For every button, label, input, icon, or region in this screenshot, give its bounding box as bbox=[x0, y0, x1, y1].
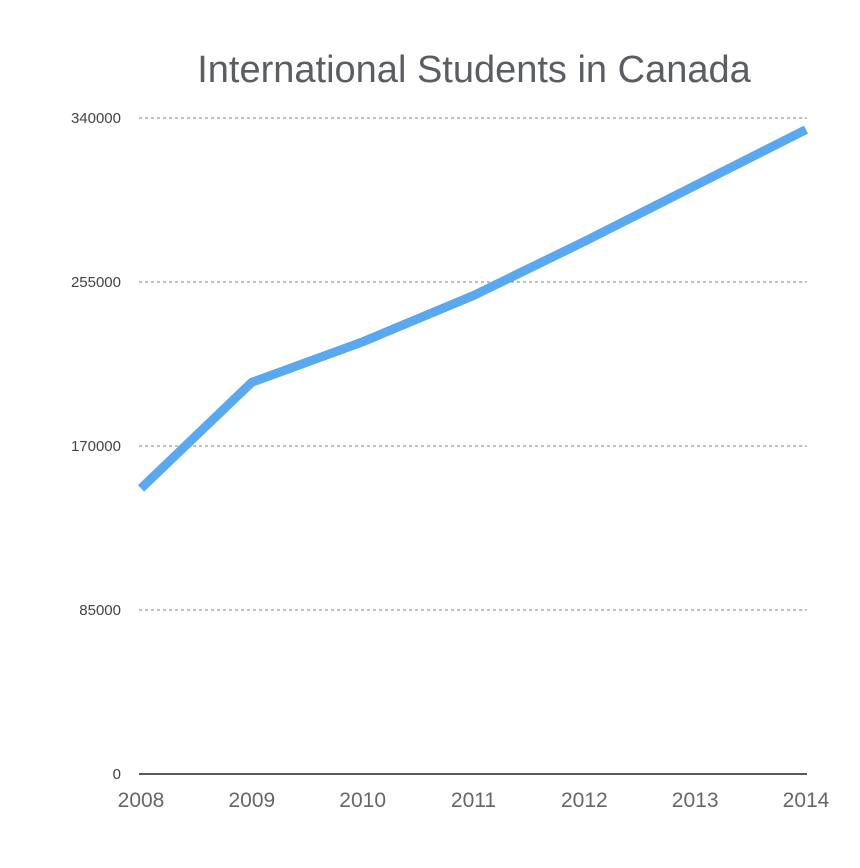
y-tick-label: 170000 bbox=[71, 438, 121, 455]
y-axis-tick-labels: 0 85000 170000 255000 340000 bbox=[71, 110, 121, 783]
x-tick-label: 2009 bbox=[228, 789, 275, 812]
x-tick-label: 2008 bbox=[118, 789, 165, 812]
series-lines bbox=[137, 125, 809, 492]
y-tick-label: 340000 bbox=[71, 110, 121, 127]
x-axis-tick-labels: 2008 2009 2010 2011 2012 2013 2014 bbox=[118, 789, 830, 812]
x-tick-label: 2013 bbox=[672, 789, 719, 812]
y-tick-label: 0 bbox=[113, 766, 121, 783]
y-tick-label: 255000 bbox=[71, 274, 121, 291]
series-line-0 bbox=[137, 125, 809, 492]
gridlines bbox=[139, 117, 807, 611]
x-tick-label: 2011 bbox=[451, 789, 496, 812]
x-tick-label: 2014 bbox=[783, 789, 830, 812]
y-tick-label: 85000 bbox=[79, 602, 121, 619]
chart-title: International Students in Canada bbox=[197, 49, 751, 91]
x-tick-label: 2010 bbox=[339, 789, 386, 812]
x-tick-label: 2012 bbox=[561, 789, 608, 812]
